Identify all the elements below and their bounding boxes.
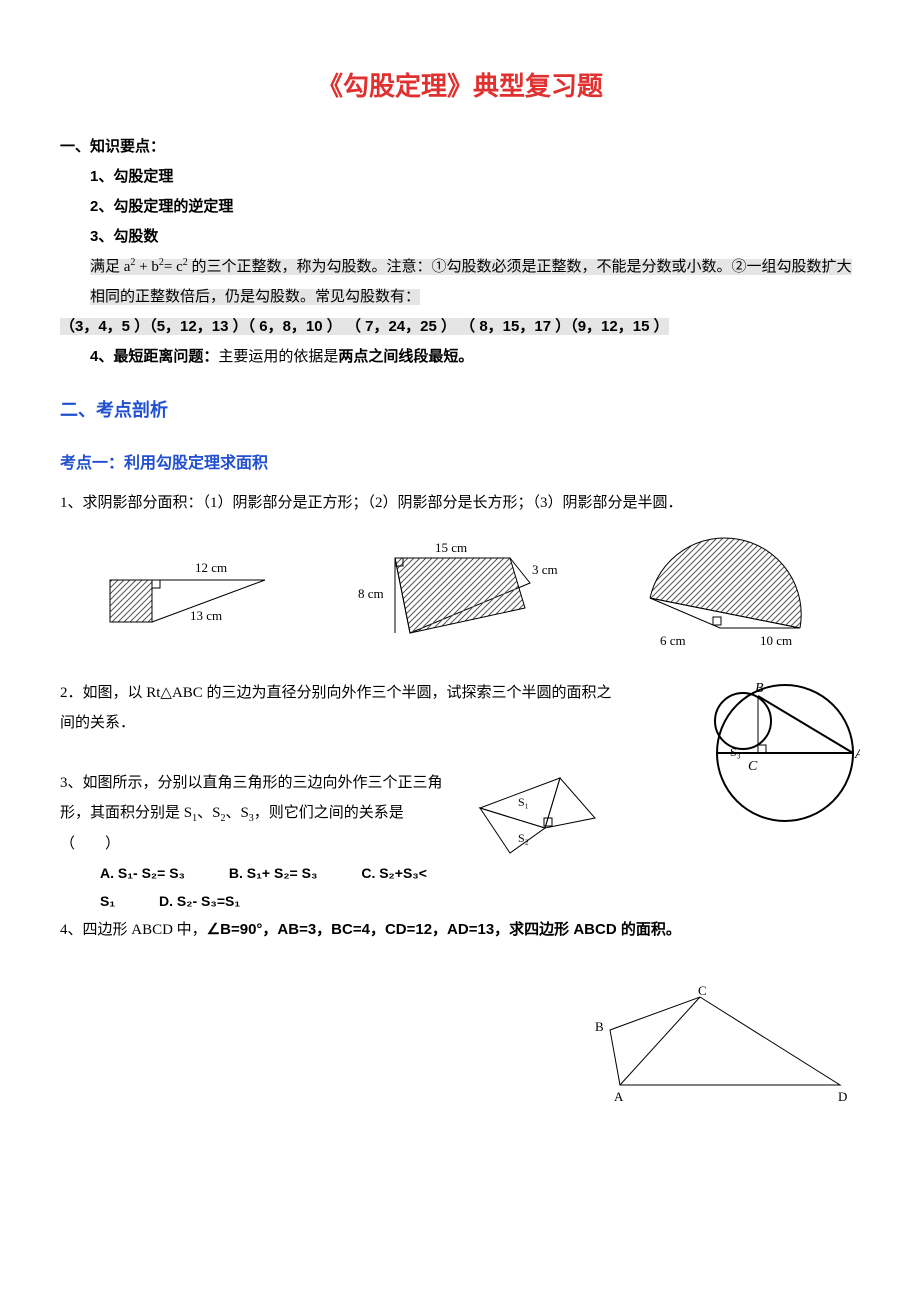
txt-bold: ∠B=90°，AB=3，BC=4，CD=12，AD=13，求四边形 ABCD 的… [207,921,681,938]
figures-row: 12 cm 13 cm 15 cm 3 cm 8 cm 6 cm [60,533,860,653]
q3-options: A. S₁- S₂= S₃ B. S₁+ S₂= S₃ C. S₂+S₃< S₁… [60,859,860,915]
section2-heading: 二、考点剖析 [60,392,860,428]
txt: 、S [225,805,248,821]
pyth-def-text: 满足 a2 + b2= c2 的三个正整数，称为勾股数。注意：①勾股数必须是正整… [90,259,852,305]
kp1-heading: 考点一：利用勾股定理求面积 [60,448,860,480]
opt-D: D. S₂- S₃=S₁ [159,893,240,909]
item-3: 3、勾股数 [60,222,860,252]
item4-mid: 主要运用的依据是 [218,349,338,365]
item-1: 1、勾股定理 [60,162,860,192]
label-A: A [854,747,860,762]
label-15cm: 15 cm [435,540,467,555]
triplets-text: （3，4，5 ）（5，12，13 ）（ 6，8，10 ） （ 7，24，25 ）… [60,318,669,335]
section1-heading: 一、知识要点： [60,132,860,162]
label-D: D [838,1089,847,1104]
label-S2: S₂ [518,831,529,845]
label-3cm: 3 cm [532,562,558,577]
txt: 、S [197,805,220,821]
label-S1: S₁ [518,795,529,809]
label-A: A [614,1089,624,1104]
opt-B: B. S₁+ S₂= S₃ [229,865,318,881]
label-10cm: 10 cm [760,633,792,648]
figure-q4: A B C D [580,985,860,1105]
item-2: 2、勾股定理的逆定理 [60,192,860,222]
q4-block: 4、四边形 ABCD 中，∠B=90°，AB=3，BC=4，CD=12，AD=1… [60,915,860,1065]
figure-q3: S₁ S₂ [470,748,620,868]
figure-3: 6 cm 10 cm [620,533,830,653]
item4-label: 4、最短距离问题： [90,348,218,365]
item-4: 4、最短距离问题：主要运用的依据是两点之间线段最短。 [60,342,860,372]
label-6cm: 6 cm [660,633,686,648]
q1: 1、求阴影部分面积：（1）阴影部分是正方形；（2）阴影部分是长方形；（3）阴影部… [60,488,860,518]
txt: ） [105,836,120,852]
txt: + b [135,259,158,275]
label-C: C [748,759,758,774]
label-S3: S₃ [730,745,741,759]
label-13cm: 13 cm [190,608,222,623]
pyth-triplets: （3，4，5 ）（5，12，13 ）（ 6，8，10 ） （ 7，24，25 ）… [60,312,860,342]
pyth-definition: 满足 a2 + b2= c2 的三个正整数，称为勾股数。注意：①勾股数必须是正整… [60,252,860,312]
opt-A: A. S₁- S₂= S₃ [100,865,185,881]
label-B: B [595,1019,604,1034]
q4-text: 4、四边形 ABCD 中，∠B=90°，AB=3，BC=4，CD=12，AD=1… [60,915,860,945]
txt: 的三个正整数，称为勾股数。注意：①勾股数必须是正整数，不能是分数或小数。②一组勾… [90,259,852,305]
figure-1: 12 cm 13 cm [90,548,290,638]
page-title: 《勾股定理》典型复习题 [60,60,860,112]
figure-q2: B A C S₃ [630,678,860,848]
label-B: B [755,681,764,696]
q2-block: B A C S₃ 2．如图，以 Rt△ABC 的三边为直径分别向外作三个半圆，试… [60,678,860,1065]
item4-end: 两点之间线段最短。 [338,348,473,365]
txt: 4、四边形 ABCD 中， [60,922,207,938]
label-12cm: 12 cm [195,560,227,575]
txt: 满足 a [90,259,130,275]
label-C: C [698,985,707,998]
figure-2: 15 cm 3 cm 8 cm [350,538,560,648]
label-8cm: 8 cm [358,586,384,601]
txt: = c [164,259,183,275]
